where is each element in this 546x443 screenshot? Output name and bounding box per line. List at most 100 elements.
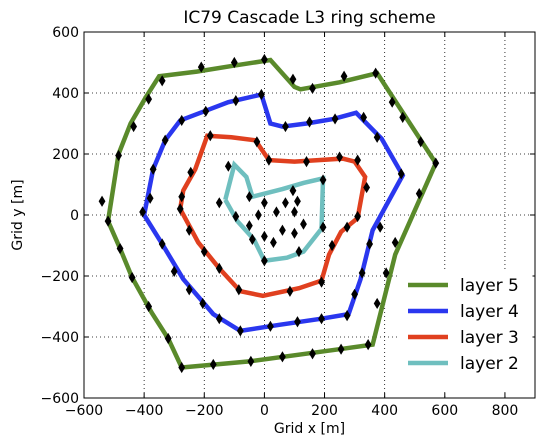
interior-string-marker xyxy=(282,197,289,209)
series-layer-5-marker xyxy=(289,73,297,85)
series-layer-5-marker xyxy=(415,188,423,200)
series-layer-3-marker xyxy=(253,136,261,148)
x-tick-label: −400 xyxy=(125,403,163,419)
series-layer-5-marker xyxy=(158,75,166,87)
series-layer-4-marker xyxy=(294,316,301,328)
series-layer-3-marker xyxy=(178,191,186,203)
interior-string-marker xyxy=(294,195,301,207)
series-layer-5-marker xyxy=(337,343,345,355)
y-tick-label: −200 xyxy=(41,269,79,285)
series-layer-4-marker xyxy=(158,238,166,250)
series-layer-5-marker xyxy=(164,332,172,345)
series-layer-5-marker xyxy=(145,300,153,313)
y-axis-label: Grid y [m] xyxy=(10,179,26,250)
y-tick-label: 200 xyxy=(52,147,79,163)
interior-string-marker xyxy=(245,220,253,232)
series-layer-3-marker xyxy=(286,285,294,297)
series-layer-5-marker xyxy=(382,267,390,279)
series-layer-4-marker xyxy=(343,310,351,322)
x-tick-label: 600 xyxy=(431,403,458,419)
series-layer-3-marker xyxy=(185,224,193,236)
series-layer-5-marker xyxy=(116,242,124,255)
series-layer-4-marker xyxy=(318,313,325,325)
interior-string-marker xyxy=(270,236,277,249)
series-layer-3-marker xyxy=(303,156,310,168)
series-layer-3-marker xyxy=(354,210,362,223)
series-layer-3-marker xyxy=(336,151,343,163)
series-layer-2-marker xyxy=(295,246,303,258)
series-layer-4-marker xyxy=(215,313,223,325)
series-layer-5-marker xyxy=(130,120,138,133)
series-layer-3-marker xyxy=(328,239,336,252)
series-layer-5-marker xyxy=(373,297,381,310)
series-layer-2-marker xyxy=(224,160,232,172)
series-layer-3-marker xyxy=(176,203,184,215)
series-layer-5-marker xyxy=(98,195,106,207)
x-tick-label: 0 xyxy=(260,403,269,419)
series-layer-4-marker xyxy=(366,238,374,250)
series-layer-5-marker xyxy=(178,361,186,374)
series-layer-2-line xyxy=(223,160,326,264)
x-tick-label: 400 xyxy=(371,403,398,419)
series-layer-3-marker xyxy=(354,154,362,166)
series-layer-3-marker xyxy=(200,246,208,258)
series-layer-4-marker xyxy=(360,111,368,123)
series-layer-3-marker xyxy=(235,284,243,296)
series-layer-4-marker xyxy=(306,116,313,128)
series-layer-5-marker xyxy=(247,355,255,367)
series-layer-4-marker xyxy=(351,288,358,300)
y-tick-label: −400 xyxy=(41,330,79,346)
x-tick-label: −600 xyxy=(65,403,103,419)
series-layer-5-marker xyxy=(388,96,396,108)
series-layer-5-marker xyxy=(391,236,399,249)
series-layer-2-marker xyxy=(245,191,253,203)
series-layer-4-marker xyxy=(376,221,384,233)
x-tick-label: −200 xyxy=(185,403,223,419)
series-layer-5-marker xyxy=(145,93,153,105)
chart-title: IC79 Cascade L3 ring scheme xyxy=(183,8,435,28)
interior-string-marker xyxy=(279,224,286,236)
series-layer-5-marker xyxy=(209,358,217,371)
series-layer-4-marker xyxy=(161,134,169,146)
series-layer-4-marker xyxy=(149,163,157,175)
series-layer-2-marker xyxy=(319,174,327,186)
series-layer-4-marker xyxy=(146,192,154,204)
series-layer-4-marker xyxy=(236,325,244,337)
interior-string-marker xyxy=(273,206,280,218)
series-layer-2-marker xyxy=(319,221,327,233)
series-layer-5-marker xyxy=(372,67,380,79)
series-layer-5-marker xyxy=(230,56,238,69)
series-layer-3-line xyxy=(177,133,368,299)
markers-group xyxy=(98,53,440,374)
series-layer-4-marker xyxy=(170,265,178,278)
interior-string-marker xyxy=(261,197,268,209)
series-layer-4-marker xyxy=(178,114,186,127)
series-layer-2-marker xyxy=(215,197,223,209)
series-layer-4-line xyxy=(141,91,406,334)
series-layer-3-marker xyxy=(206,130,214,142)
interior-string-marker xyxy=(300,218,307,230)
series-layer-5-marker xyxy=(417,136,425,148)
series-layer-5-marker xyxy=(128,271,136,284)
series-layer-4-marker xyxy=(282,120,289,133)
series-layer-3-marker xyxy=(265,154,273,166)
interior-string-marker xyxy=(291,206,298,218)
series-layer-3-marker xyxy=(363,181,371,194)
series-layer-2-marker xyxy=(248,233,256,245)
legend-label-layer-5: layer 5 xyxy=(460,276,519,296)
series-layer-5-marker xyxy=(340,70,348,82)
series-layer-5-marker xyxy=(309,348,316,360)
series-layer-4-marker xyxy=(257,88,265,101)
series-layer-5-marker xyxy=(309,82,316,95)
y-tick-label: 600 xyxy=(52,25,79,41)
legend-label-layer-4: layer 4 xyxy=(460,302,519,322)
series-layer-5-marker xyxy=(399,111,407,123)
series-layer-5-marker xyxy=(197,61,205,73)
series-layer-5-marker xyxy=(104,215,112,227)
x-tick-label: 800 xyxy=(492,403,519,419)
series-layer-3-marker xyxy=(318,276,325,288)
series-layer-5-marker xyxy=(115,149,122,162)
series-layer-4-marker xyxy=(202,105,210,117)
series-layer-2-marker xyxy=(289,185,297,197)
